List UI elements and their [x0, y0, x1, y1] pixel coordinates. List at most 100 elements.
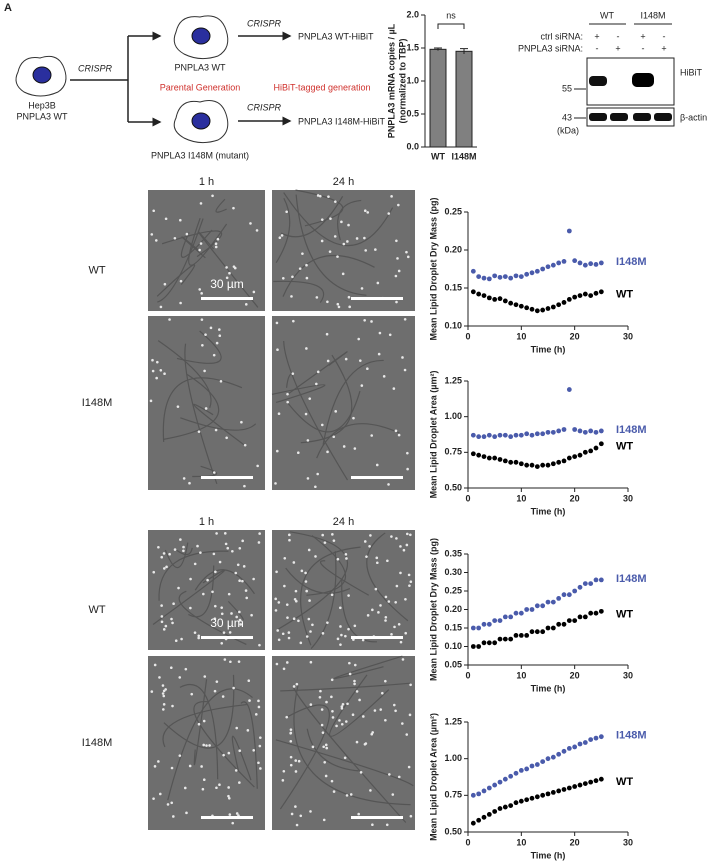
data-point — [481, 788, 487, 794]
x-tick-label: 10 — [516, 837, 526, 847]
droplet — [215, 532, 218, 535]
data-point — [540, 266, 546, 272]
error-bar — [434, 47, 442, 51]
cell-edge — [180, 417, 257, 431]
data-point — [582, 449, 588, 455]
data-point — [577, 428, 583, 434]
droplet — [336, 557, 340, 561]
droplet — [318, 194, 322, 198]
droplet — [200, 765, 203, 768]
droplet — [171, 621, 174, 625]
droplet — [162, 694, 166, 698]
droplet — [395, 239, 398, 243]
droplet — [384, 595, 388, 599]
data-point — [497, 457, 503, 462]
droplet — [164, 217, 168, 221]
scale-bar — [201, 297, 253, 300]
marker-label: 43 — [562, 112, 572, 122]
droplet — [323, 760, 327, 764]
nucleus — [32, 66, 52, 84]
data-point — [577, 741, 583, 747]
droplet — [330, 779, 334, 783]
droplet — [200, 318, 204, 321]
cell-edge — [280, 195, 344, 238]
data-point — [598, 577, 604, 583]
droplet — [283, 556, 287, 560]
droplet — [182, 477, 186, 480]
droplet — [202, 743, 206, 747]
droplet — [321, 731, 325, 734]
droplet — [305, 276, 309, 280]
data-point — [481, 454, 487, 460]
droplet — [332, 539, 336, 542]
droplet — [406, 255, 410, 259]
data-point — [492, 297, 498, 302]
y-tick-label: 0.50 — [444, 482, 462, 492]
data-point — [545, 625, 551, 631]
droplet — [215, 341, 219, 345]
droplet — [243, 484, 246, 488]
droplet — [314, 485, 317, 489]
droplet — [316, 370, 320, 374]
droplet — [307, 548, 311, 552]
droplet — [152, 570, 156, 574]
droplet — [286, 392, 289, 396]
data-point — [529, 629, 535, 635]
data-point — [513, 800, 519, 806]
droplet — [277, 638, 281, 642]
droplet — [334, 410, 338, 413]
droplet — [384, 718, 387, 722]
droplet — [275, 570, 278, 574]
droplet — [393, 625, 396, 629]
data-point — [545, 429, 551, 435]
cell-edge — [227, 600, 244, 621]
droplet — [161, 692, 165, 695]
scale-label: 30 µm — [210, 277, 244, 291]
data-point — [502, 298, 508, 304]
droplet — [341, 272, 345, 276]
droplet — [196, 544, 199, 548]
droplet — [153, 765, 157, 768]
row-label: PNPLA3 siRNA: — [518, 43, 583, 53]
data-point — [502, 636, 508, 642]
y-tick-label: 1.25 — [444, 375, 462, 385]
droplet — [202, 719, 206, 723]
droplet — [409, 580, 413, 583]
droplet — [407, 573, 411, 577]
data-point — [486, 295, 492, 301]
droplet — [231, 549, 234, 553]
droplet — [336, 255, 339, 258]
droplet — [368, 544, 371, 548]
droplet — [306, 477, 310, 480]
data-point — [529, 607, 535, 612]
droplet — [390, 195, 393, 198]
droplet — [344, 357, 348, 361]
data-point — [582, 262, 588, 268]
data-point — [540, 792, 546, 798]
droplet — [225, 436, 228, 440]
droplet — [290, 295, 293, 298]
data-point — [502, 274, 508, 279]
droplet — [214, 570, 217, 574]
droplet — [363, 209, 367, 213]
droplet — [344, 553, 348, 556]
droplet — [321, 632, 325, 635]
droplet — [394, 600, 397, 604]
droplet — [259, 767, 262, 770]
cell-label: PNPLA3 WT — [174, 62, 226, 72]
data-point — [556, 596, 562, 601]
droplet — [326, 359, 330, 363]
droplet — [163, 282, 167, 286]
droplet — [201, 344, 204, 347]
data-point — [556, 621, 562, 627]
data-point — [486, 785, 492, 791]
droplet — [304, 580, 308, 583]
droplet — [395, 300, 398, 304]
droplet — [377, 352, 381, 356]
droplet — [150, 233, 154, 236]
droplet — [214, 242, 218, 246]
droplet — [384, 615, 388, 619]
droplet — [182, 545, 185, 549]
droplet — [287, 636, 291, 640]
droplet — [162, 552, 166, 555]
